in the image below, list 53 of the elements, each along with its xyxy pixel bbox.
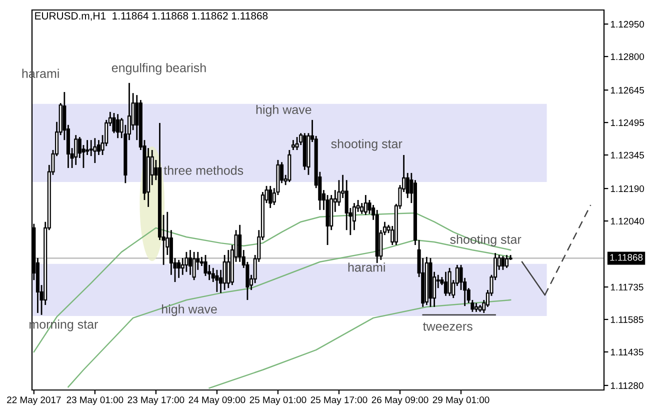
annotation: three methods (164, 166, 244, 175)
y-tick-label: 1.12345 (610, 152, 644, 159)
x-tick-label: 23 May 01:00 (66, 396, 124, 406)
candlestick (112, 112, 116, 134)
candlestick (448, 267, 452, 297)
candlestick (504, 254, 509, 269)
y-tick-label: 1.11280 (610, 382, 644, 389)
y-tick-label: 1.12645 (610, 86, 644, 94)
annotation: high wave (256, 104, 312, 117)
candlestick (352, 202, 356, 231)
candlestick (177, 259, 181, 279)
candlestick (364, 194, 368, 216)
x-tick-label: 26 May 09:00 (372, 396, 428, 406)
candlestick (295, 136, 299, 151)
x-tick-label: 29 May 01:00 (432, 396, 490, 406)
candlestick (444, 271, 448, 297)
y-tick-label: 1.12800 (610, 53, 644, 60)
candlestick (268, 185, 272, 209)
candlestick (74, 134, 78, 166)
candlestick (291, 139, 295, 151)
x-tick-label: 25 May 17:00 (310, 396, 368, 406)
x-tick-label: 25 May 01:00 (250, 396, 306, 406)
candlestick (344, 179, 348, 231)
annotation: high wave (162, 304, 217, 316)
candlestick (93, 137, 97, 164)
annotation: harami (348, 262, 385, 272)
y-tick-label: 1.11735 (610, 284, 644, 291)
candlestick (222, 254, 226, 291)
candlestick (89, 139, 93, 157)
annotation: engulfing bearish (112, 63, 206, 75)
candlestick (360, 202, 364, 215)
y-tick-label: 1.12190 (610, 185, 644, 192)
candlestick (188, 249, 192, 276)
x-tick-label: 22 May 2017 (7, 396, 61, 406)
annotation: tweezers (423, 322, 472, 331)
candlestick (116, 113, 120, 139)
candlestick (501, 255, 505, 271)
y-tick-label: 1.12040 (610, 218, 644, 225)
candlestick (226, 249, 230, 289)
candlestick (86, 139, 90, 156)
x-tick-label: 24 May 09:00 (188, 396, 246, 406)
y-tick-label: 1.12950 (610, 20, 644, 28)
candlestick (192, 251, 196, 281)
y-tick-label: 1.11585 (610, 316, 644, 323)
annotation: shooting star (331, 139, 402, 151)
chart-title: EURUSD.m,H1 1.11864 1.11868 1.11862 1.11868 (35, 12, 268, 21)
y-tick-label: 1.11435 (610, 348, 644, 356)
ref-line-label: 1.11868 (610, 254, 643, 261)
candlestick (215, 269, 219, 293)
y-tick-label: 1.12495 (610, 119, 644, 126)
candlestick (204, 254, 208, 277)
candlestick (184, 251, 188, 273)
x-tick-label: 23 May 17:00 (128, 396, 184, 406)
